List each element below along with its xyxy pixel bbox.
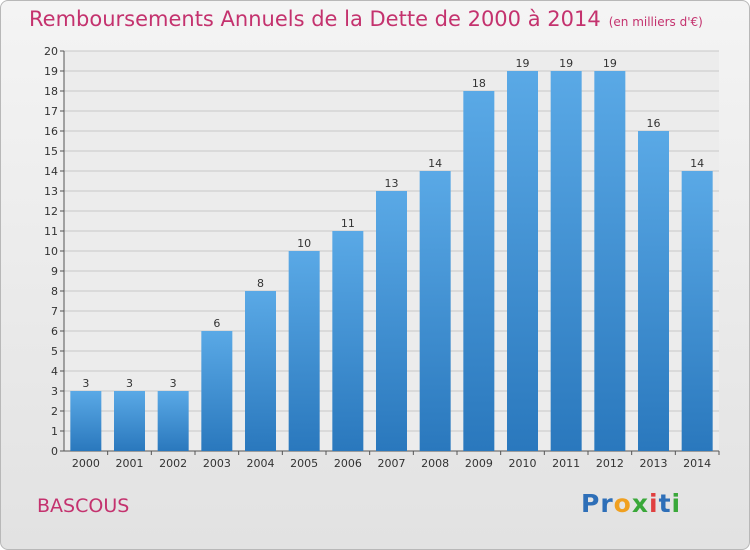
bar-value-label: 11 [341, 217, 355, 230]
bar [201, 331, 233, 451]
x-tick-label: 2006 [334, 457, 362, 470]
bar-value-label: 3 [170, 377, 177, 390]
x-tick-label: 2013 [640, 457, 668, 470]
bar [463, 91, 495, 451]
bar-value-label: 13 [385, 177, 399, 190]
y-tick-label: 0 [51, 445, 58, 458]
bar [70, 391, 102, 451]
bar [376, 191, 407, 451]
y-tick-label: 10 [44, 245, 58, 258]
y-tick-label: 8 [51, 285, 58, 298]
x-tick-label: 2003 [203, 457, 231, 470]
bar [157, 391, 189, 451]
logo-letter: o [613, 489, 632, 518]
y-tick-label: 1 [51, 425, 58, 438]
bar-value-label: 3 [126, 377, 133, 390]
x-tick-label: 2001 [116, 457, 144, 470]
x-tick-label: 2007 [378, 457, 406, 470]
x-tick-label: 2000 [72, 457, 100, 470]
y-tick-label: 18 [44, 85, 58, 98]
x-tick-label: 2012 [596, 457, 624, 470]
y-tick-label: 11 [44, 225, 58, 238]
y-tick-label: 15 [44, 145, 58, 158]
logo-letter: Pr [581, 489, 614, 518]
bar [507, 71, 538, 451]
x-tick-label: 2002 [159, 457, 187, 470]
logo-letter: t [658, 489, 672, 518]
logo-letter: i [671, 489, 682, 518]
x-tick-label: 2009 [465, 457, 493, 470]
bar-value-label: 14 [690, 157, 704, 170]
bar-value-label: 19 [603, 57, 617, 70]
bar-value-label: 6 [213, 317, 220, 330]
logo-letter: x [631, 489, 649, 518]
bar [245, 291, 276, 451]
logo-letter: i [648, 489, 659, 518]
x-tick-label: 2008 [421, 457, 449, 470]
bar-value-label: 18 [472, 77, 486, 90]
bar-value-label: 19 [516, 57, 530, 70]
commune-name: BASCOUS [37, 495, 130, 517]
y-tick-label: 7 [51, 305, 58, 318]
x-tick-label: 2010 [509, 457, 537, 470]
bar-value-label: 14 [428, 157, 442, 170]
bar [681, 171, 713, 451]
y-tick-label: 4 [51, 365, 58, 378]
y-tick-label: 9 [51, 265, 58, 278]
bar-value-label: 10 [297, 237, 311, 250]
bar [288, 251, 320, 451]
y-tick-label: 12 [44, 205, 58, 218]
x-tick-label: 2011 [552, 457, 580, 470]
bar-value-label: 3 [82, 377, 89, 390]
bar [638, 131, 669, 451]
bar [594, 71, 626, 451]
y-tick-label: 19 [44, 65, 58, 78]
bar-value-label: 8 [257, 277, 264, 290]
bar [114, 391, 145, 451]
x-tick-label: 2004 [247, 457, 275, 470]
y-tick-label: 20 [44, 45, 58, 58]
bar [550, 71, 582, 451]
y-tick-label: 3 [51, 385, 58, 398]
chart-unit: (en milliers d'€) [608, 15, 703, 29]
bar [332, 231, 364, 451]
y-tick-label: 2 [51, 405, 58, 418]
y-tick-label: 16 [44, 125, 58, 138]
chart-title: Remboursements Annuels de la Dette de 20… [29, 7, 703, 31]
x-tick-label: 2014 [683, 457, 711, 470]
bar-value-label: 19 [559, 57, 573, 70]
y-tick-label: 5 [51, 345, 58, 358]
y-tick-label: 14 [44, 165, 58, 178]
x-tick-label: 2005 [290, 457, 318, 470]
y-tick-label: 6 [51, 325, 58, 338]
y-tick-label: 17 [44, 105, 58, 118]
bar-value-label: 16 [647, 117, 661, 130]
y-tick-label: 13 [44, 185, 58, 198]
proxiti-logo: Proxiti [581, 489, 681, 518]
bar [419, 171, 451, 451]
